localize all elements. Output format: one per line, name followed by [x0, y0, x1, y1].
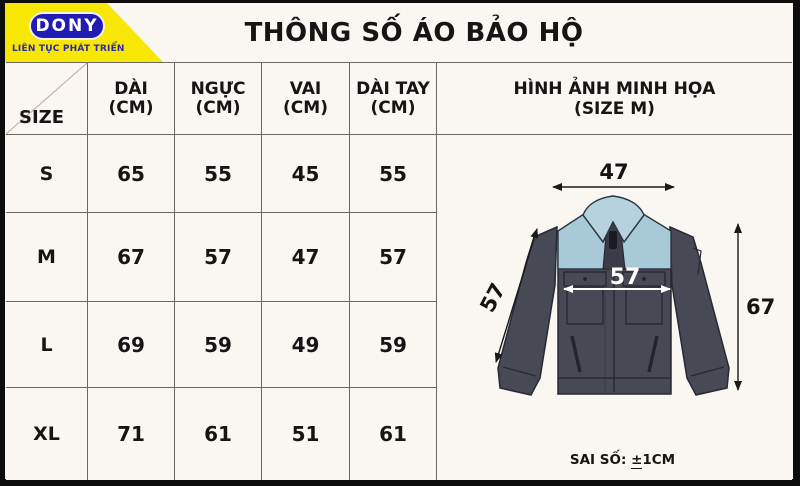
column-header-nguc: NGỰC (CM): [175, 63, 262, 135]
size-header-label: SIZE: [19, 107, 65, 128]
value-m-vai: 47: [262, 213, 350, 302]
value-l-dai: 69: [88, 302, 175, 388]
value-l-nguc: 59: [175, 302, 262, 388]
value-s-nguc: 55: [175, 135, 262, 213]
jacket-pockets: [563, 271, 666, 373]
title-band: THÔNG SỐ ÁO BẢO HỘ DONY LIÊN TỤC PHÁT TR…: [5, 3, 793, 62]
tolerance-note: SAI SỐ: ±1CM: [569, 452, 676, 469]
jacket-illustration: 47 57 57 67: [475, 160, 775, 396]
value-m-nguc: 57: [175, 213, 262, 302]
size-cell-s: S: [6, 135, 88, 213]
value-m-daitay: 57: [350, 213, 437, 302]
brand-name: DONY: [35, 16, 99, 36]
value-xl-daitay: 61: [350, 388, 437, 480]
value-xl-nguc: 61: [175, 388, 262, 480]
value-xl-dai: 71: [88, 388, 175, 480]
brand-logo-pill: DONY: [29, 12, 105, 40]
size-cell-m: M: [6, 213, 88, 302]
page-title: THÔNG SỐ ÁO BẢO HỘ: [244, 17, 584, 48]
column-header-dai: DÀI (CM): [88, 63, 175, 135]
size-table: SIZE DÀI (CM) NGỰC (CM) VAI (CM) DÀI TAY…: [6, 62, 792, 480]
dimension-chest: 57: [563, 265, 671, 293]
brand-tagline: LIÊN TỤC PHÁT TRIỂN: [12, 44, 125, 54]
sleeve-pen-slot: [692, 247, 702, 276]
size-cell-xl: XL: [6, 388, 88, 480]
column-header-dai-tay: DÀI TAY (CM): [350, 63, 437, 135]
value-l-vai: 49: [262, 302, 350, 388]
size-header-cell: SIZE: [6, 63, 88, 135]
infographic-content: THÔNG SỐ ÁO BẢO HỘ DONY LIÊN TỤC PHÁT TR…: [5, 3, 793, 480]
svg-text:57: 57: [475, 279, 510, 316]
dimension-length: 67: [734, 223, 775, 391]
size-cell-l: L: [6, 302, 88, 388]
value-s-dai: 65: [88, 135, 175, 213]
value-s-daitay: 55: [350, 135, 437, 213]
dimension-shoulder: 47: [552, 160, 675, 191]
svg-text:67: 67: [746, 295, 775, 319]
illustration-panel: 47 57 57 67: [437, 135, 792, 480]
illustration-header: HÌNH ẢNH MINH HỌA (SIZE M): [437, 63, 792, 135]
svg-text:47: 47: [599, 160, 628, 184]
column-header-vai: VAI (CM): [262, 63, 350, 135]
value-m-dai: 67: [88, 213, 175, 302]
svg-text:57: 57: [610, 265, 641, 290]
value-s-vai: 45: [262, 135, 350, 213]
value-l-daitay: 59: [350, 302, 437, 388]
value-xl-vai: 51: [262, 388, 350, 480]
